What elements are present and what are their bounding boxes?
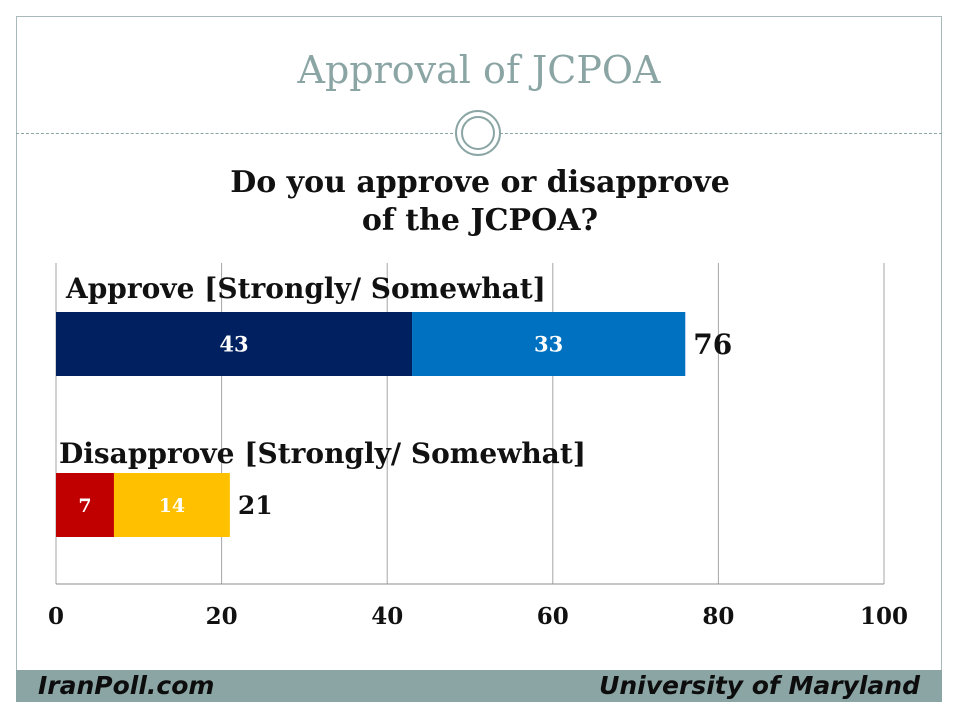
footer-institution: University of Maryland [599,671,920,700]
bar-segment [412,312,686,376]
x-tick-label: 80 [702,603,734,630]
x-tick-label: 100 [860,603,908,630]
footer-bar: IranPoll.com University of Maryland [16,670,942,702]
chart-title: Do you approve or disapprove of the JCPO… [150,164,810,240]
total-label: 21 [238,491,273,520]
x-tick-label: 0 [48,603,64,630]
data-label: 7 [78,495,91,517]
category-label: Approve [Strongly/ Somewhat] [65,272,546,305]
bar-segment [56,312,413,376]
total-label: 76 [693,328,732,361]
x-tick-label: 40 [371,603,403,630]
bar-segment [56,473,114,537]
data-label: 14 [159,495,185,517]
bar-segment [113,473,230,537]
x-tick-label: 20 [206,603,238,630]
slide-title: Approval of JCPOA [297,48,661,92]
data-label: 43 [219,332,248,357]
chart-title-line-1: Do you approve or disapprove [230,165,730,200]
footer-site-name: IranPoll.com [38,671,215,700]
x-tick-label: 60 [537,603,569,630]
data-label: 33 [534,332,563,357]
circle-ornament-icon [455,110,501,156]
chart-title-line-2: of the JCPOA? [361,203,599,238]
category-label: Disapprove [Strongly/ Somewhat] [59,437,586,470]
